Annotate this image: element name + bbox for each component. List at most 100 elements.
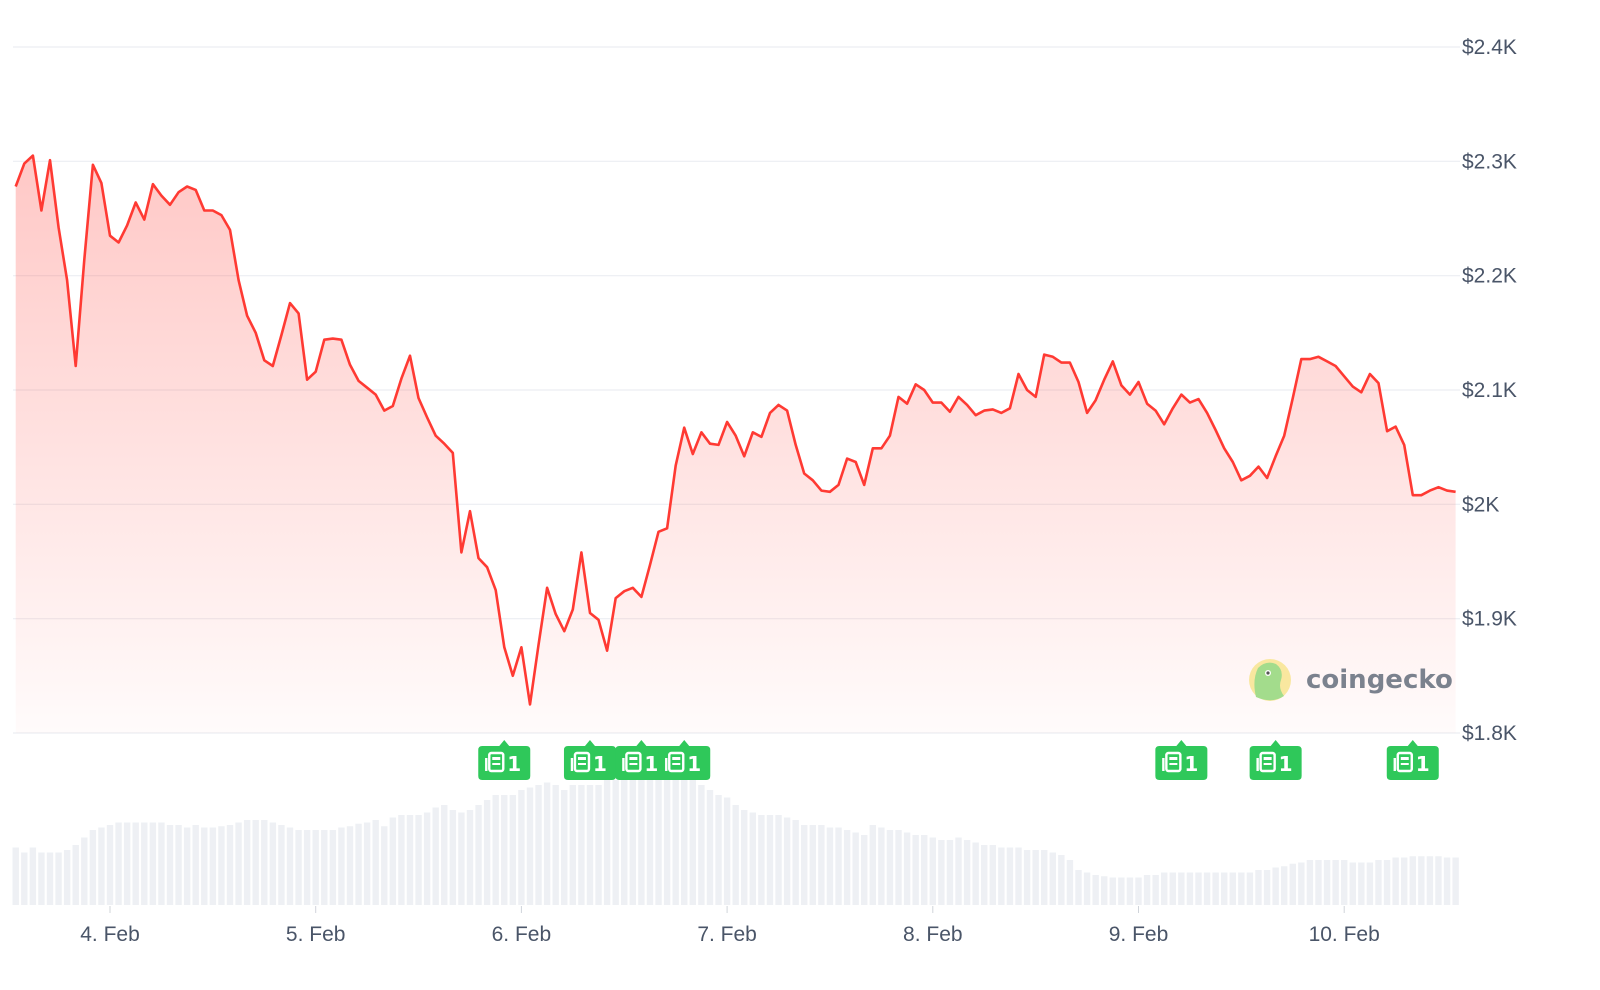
volume-bar xyxy=(766,815,774,905)
newspaper-icon xyxy=(1256,751,1276,773)
volume-bar xyxy=(218,826,225,905)
volume-bar xyxy=(346,826,354,905)
volume-bar xyxy=(1418,856,1425,905)
volume-bar xyxy=(715,795,722,905)
news-marker-count: 1 xyxy=(593,752,607,776)
volume-bar xyxy=(1400,857,1408,905)
volume-bar xyxy=(1092,875,1099,905)
volume-bar xyxy=(303,830,311,905)
volume-bar xyxy=(449,810,457,905)
news-marker[interactable]: 1 xyxy=(478,740,531,780)
x-tick-label: 10. Feb xyxy=(1309,923,1380,946)
y-tick-label: $2.2K xyxy=(1462,265,1517,288)
volume-bar xyxy=(741,810,748,905)
volume-bar xyxy=(261,820,268,905)
volume-bar xyxy=(63,850,71,905)
volume-bar xyxy=(29,847,37,905)
volume-bar xyxy=(1289,863,1296,905)
volume-bar xyxy=(252,820,259,905)
newspaper-icon-body xyxy=(488,751,505,773)
volume-bar xyxy=(1383,860,1391,905)
y-tick-label: $2.3K xyxy=(1462,150,1517,173)
news-marker[interactable]: 1 xyxy=(658,740,711,780)
volume-bar xyxy=(38,852,45,905)
x-tick-label: 8. Feb xyxy=(903,923,963,946)
x-tick-label: 9. Feb xyxy=(1109,923,1169,946)
volume-bar xyxy=(1281,866,1288,905)
volume-bar xyxy=(861,835,868,905)
volume-bar xyxy=(1058,855,1065,905)
volume-bar xyxy=(1255,870,1262,905)
volume-bar xyxy=(758,815,765,905)
volume-bar xyxy=(1135,877,1142,905)
x-axis: 4. Feb 5. Feb 6. Feb 7. Feb 8. Feb 9. Feb 10. … xyxy=(80,906,1380,946)
volume-bar xyxy=(1083,872,1091,905)
volume-bars xyxy=(12,780,1459,905)
volume-bar xyxy=(1298,862,1305,905)
news-marker-count: 1 xyxy=(1184,752,1198,776)
newspaper-icon-line xyxy=(629,763,638,765)
news-marker-count: 1 xyxy=(687,752,701,776)
volume-bar xyxy=(946,840,954,905)
volume-bar xyxy=(672,780,679,905)
volume-bar xyxy=(1152,875,1159,905)
volume-bar xyxy=(1315,860,1322,905)
volume-bar xyxy=(903,832,911,905)
volume-bar xyxy=(355,823,362,905)
news-marker-count: 1 xyxy=(507,752,521,776)
newspaper-icon-body xyxy=(1259,751,1276,773)
volume-bar xyxy=(895,830,902,905)
newspaper-icon-line xyxy=(492,757,501,760)
volume-bar xyxy=(981,845,988,905)
volume-bar xyxy=(149,822,157,905)
volume-bar xyxy=(826,827,834,905)
volume-bar xyxy=(81,837,88,905)
news-marker-count: 1 xyxy=(1279,752,1293,776)
newspaper-icon-line xyxy=(629,757,638,760)
y-tick-label: $2.1K xyxy=(1462,379,1517,402)
volume-bar xyxy=(398,815,405,905)
volume-bar xyxy=(869,825,877,905)
news-marker[interactable]: 1 xyxy=(1386,740,1439,780)
volume-bar xyxy=(1272,867,1279,905)
newspaper-icon-line xyxy=(492,763,501,765)
volume-bar xyxy=(921,835,928,905)
volume-bar xyxy=(689,780,697,905)
volume-bar xyxy=(509,795,517,905)
volume-bar xyxy=(775,815,782,905)
volume-bar xyxy=(801,825,808,905)
volume-bar xyxy=(1161,872,1168,905)
news-marker[interactable]: 1 xyxy=(563,740,616,780)
newspaper-icon xyxy=(1393,751,1413,773)
volume-bar xyxy=(646,780,654,905)
volume-bar xyxy=(475,805,482,905)
volume-bar xyxy=(1238,872,1245,905)
volume-bar xyxy=(603,780,611,905)
news-markers[interactable]: 1 1 1 1 1 1 1 xyxy=(478,740,1439,780)
volume-bar xyxy=(526,787,534,905)
news-marker[interactable]: 1 xyxy=(1249,740,1302,780)
volume-bar xyxy=(569,785,577,905)
y-tick-label: $1.9K xyxy=(1462,608,1517,631)
volume-bar xyxy=(809,825,817,905)
volume-bar xyxy=(132,822,139,905)
volume-bar xyxy=(286,827,294,905)
news-marker[interactable]: 1 xyxy=(615,740,668,780)
volume-bar xyxy=(912,835,919,905)
volume-bar xyxy=(1452,857,1459,905)
volume-bar xyxy=(1169,872,1176,905)
volume-bar xyxy=(612,780,619,905)
volume-bar xyxy=(1075,870,1082,905)
volume-bar xyxy=(98,827,105,905)
volume-bar xyxy=(175,825,182,905)
volume-bar xyxy=(621,780,628,905)
newspaper-icon-line xyxy=(577,763,586,765)
newspaper-icon xyxy=(665,751,685,773)
volume-bar xyxy=(1435,856,1442,905)
volume-bar xyxy=(1229,872,1236,905)
volume-bar xyxy=(1203,872,1211,905)
news-marker[interactable]: 1 xyxy=(1155,740,1208,780)
volume-bar xyxy=(1306,860,1314,905)
volume-bar xyxy=(458,812,465,905)
